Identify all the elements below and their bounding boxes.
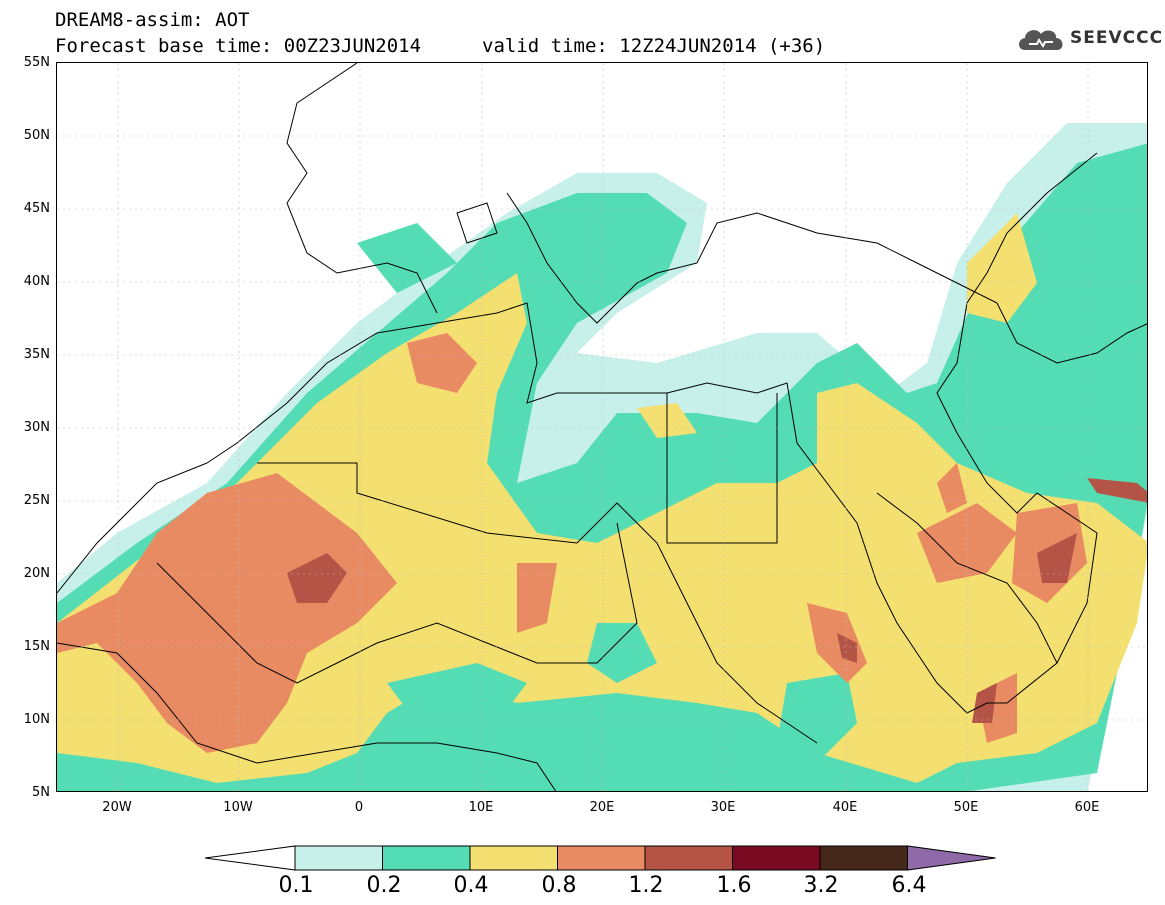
lon-label: 0 [354,800,364,815]
lon-label: 10E [468,800,494,815]
lat-label: 25N [23,493,50,508]
legend-swatch [294,845,383,871]
lat-label: 5N [32,785,50,800]
lon-label: 20E [589,800,615,815]
lat-label: 40N [23,274,50,289]
forecast-base-time: Forecast base time: 00Z23JUN2014 [55,35,422,57]
seevccc-logo: SEEVCCC [1015,22,1162,56]
lon-label: 60E [1074,800,1100,815]
legend-label: 0.1 [278,873,314,898]
legend-label: 0.2 [366,873,402,898]
aot-map [56,62,1148,792]
lat-label: 30N [23,420,50,435]
aot-band-0-4 [57,213,1147,783]
legend-label: 3.2 [803,873,839,898]
valid-time: valid time: 12Z24JUN2014 (+36) [482,35,826,57]
legend-swatch [557,845,646,871]
coastlines [57,63,1147,791]
cloud-icon [1019,30,1063,50]
lon-label: 40E [832,800,858,815]
legend-swatch [732,845,821,871]
legend-swatch [819,845,908,871]
chart-title: DREAM8-assim: AOT [55,9,250,31]
lat-label: 15N [23,639,50,654]
lat-label: 20N [23,566,50,581]
lon-label: 50E [953,800,979,815]
lat-label: 45N [23,201,50,216]
logo-text: SEEVCCC [1070,28,1164,48]
lon-label: 10W [223,800,253,815]
legend-label: 0.4 [453,873,489,898]
aot-band-1-2 [287,478,1147,723]
legend-label: 1.2 [628,873,664,898]
legend-label: 1.6 [716,873,752,898]
lon-label: 30E [710,800,736,815]
lat-label: 50N [23,128,50,143]
legend-swatch [382,845,471,871]
lat-label: 10N [23,712,50,727]
color-legend [205,845,996,871]
legend-swatch [469,845,558,871]
graticule [57,63,1147,791]
lon-label: 20W [102,800,132,815]
aot-band-0-8 [57,333,1087,753]
legend-arrow-high [907,845,996,871]
lat-label: 55N [23,55,50,70]
legend-label: 6.4 [891,873,927,898]
legend-swatch [644,845,733,871]
lat-label: 35N [23,347,50,362]
legend-arrow-low [205,845,296,871]
aot-field [57,63,1147,791]
legend-label: 0.8 [541,873,577,898]
